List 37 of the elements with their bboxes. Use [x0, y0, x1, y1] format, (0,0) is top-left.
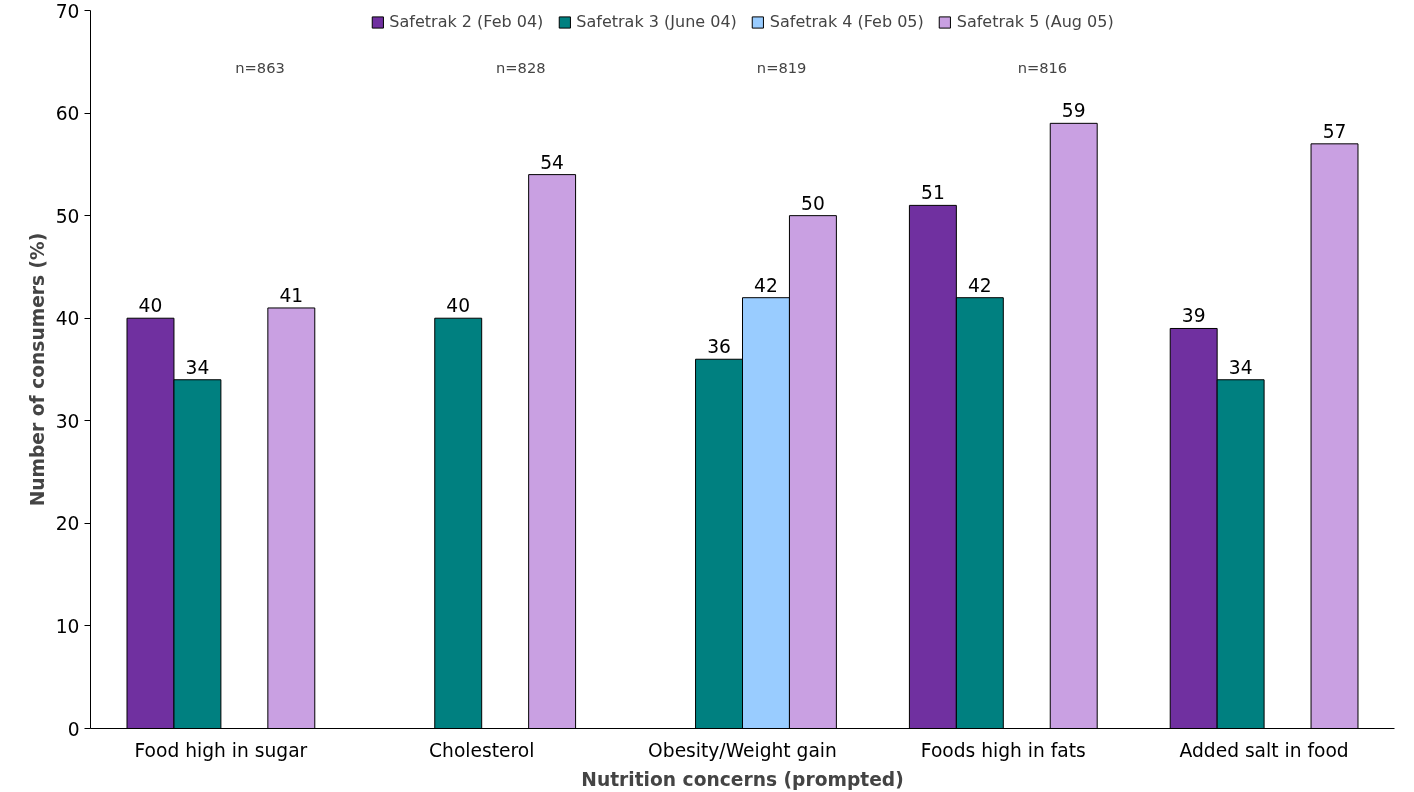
x-tick-label: Food high in sugar — [134, 739, 308, 761]
legend-label: Safetrak 5 (Aug 05) — [956, 12, 1114, 31]
data-label: 34 — [185, 356, 210, 378]
data-label: 42 — [754, 274, 778, 296]
data-label: 54 — [540, 151, 564, 173]
data-label: 59 — [1061, 100, 1086, 122]
data-label: 40 — [446, 295, 471, 317]
y-tick-label: 20 — [55, 513, 80, 535]
legend-label: Safetrak 4 (Feb 05) — [769, 12, 924, 31]
data-label: 50 — [801, 192, 825, 214]
y-tick-label: 10 — [55, 615, 80, 637]
y-axis-title: Number of consumers (%) — [26, 232, 48, 507]
y-tick-label: 70 — [55, 0, 80, 22]
data-label: 41 — [279, 284, 304, 306]
data-label: 34 — [1228, 356, 1253, 378]
annotation: n=819 — [756, 59, 807, 77]
data-label: 57 — [1322, 120, 1347, 142]
y-tick-label: 50 — [55, 205, 80, 227]
x-tick-label: Added salt in food — [1179, 739, 1349, 761]
annotation: n=828 — [496, 59, 546, 77]
y-tick-label: 60 — [55, 103, 80, 125]
annotation: n=863 — [235, 59, 285, 77]
legend-label: Safetrak 3 (June 04) — [576, 12, 737, 31]
x-tick-label: Obesity/Weight gain — [648, 739, 837, 761]
x-tick-label: Foods high in fats — [920, 739, 1086, 761]
annotation: n=816 — [1017, 59, 1068, 77]
legend-label: Safetrak 2 (Feb 04) — [389, 12, 544, 31]
y-tick-label: 30 — [55, 410, 80, 432]
data-label: 40 — [138, 295, 163, 317]
x-axis-title: Nutrition concerns (prompted) — [581, 768, 904, 790]
data-label: 51 — [921, 182, 945, 204]
data-label: 39 — [1181, 305, 1206, 327]
y-tick-label: 40 — [55, 308, 80, 330]
data-label: 42 — [967, 274, 992, 296]
data-label: 36 — [707, 336, 731, 358]
y-tick-label: 0 — [67, 718, 80, 740]
x-tick-label: Cholesterol — [429, 739, 535, 761]
